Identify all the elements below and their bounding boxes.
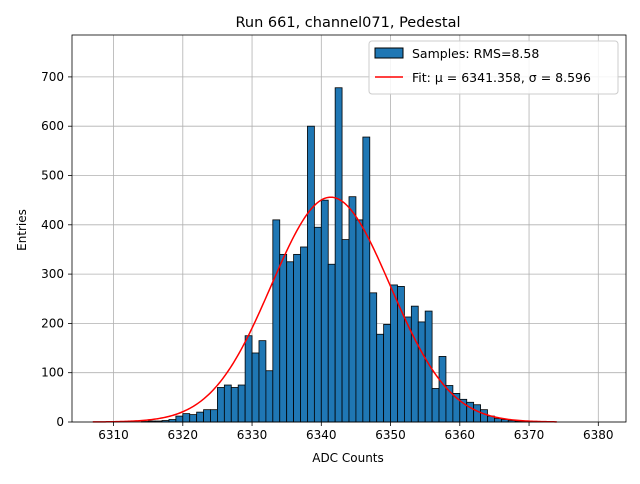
y-tick-label: 200 [41, 316, 64, 330]
histogram-bar [307, 126, 314, 422]
histogram-bar [384, 324, 391, 422]
histogram-bar [335, 88, 342, 422]
y-tick-label: 700 [41, 70, 64, 84]
x-tick-label: 6340 [306, 428, 337, 442]
histogram-bar [204, 410, 211, 422]
x-tick-label: 6360 [445, 428, 476, 442]
histogram-bar [259, 341, 266, 422]
histogram-bar [432, 388, 439, 422]
chart-title: Run 661, channel071, Pedestal [235, 15, 460, 31]
legend: Samples: RMS=8.58 Fit: μ = 6341.358, σ =… [369, 41, 618, 94]
y-tick-label: 600 [41, 119, 64, 133]
histogram-bar [418, 322, 425, 422]
histogram-bar [266, 371, 273, 422]
histogram-bar [190, 415, 197, 422]
x-axis-label: ADC Counts [312, 451, 384, 465]
x-tick-label: 6380 [583, 428, 614, 442]
histogram-bar [294, 254, 301, 422]
x-tick-label: 6370 [514, 428, 545, 442]
x-tick-label: 6320 [168, 428, 199, 442]
x-tick-label: 6330 [237, 428, 268, 442]
y-tick-label: 500 [41, 169, 64, 183]
y-tick-label: 100 [41, 366, 64, 380]
histogram-bar [231, 387, 238, 422]
histogram-bar [391, 285, 398, 422]
histogram-bar [342, 240, 349, 422]
histogram-bar [238, 385, 245, 422]
x-axis-ticks: 6310 6320 6330 6340 6350 6360 6370 6380 [98, 422, 613, 442]
histogram-bar [321, 200, 328, 422]
histogram-bar [439, 356, 446, 422]
histogram-bars [141, 88, 543, 422]
histogram-bar [467, 402, 474, 422]
histogram-bar [176, 416, 183, 422]
histogram-bar [404, 317, 411, 422]
y-tick-label: 0 [56, 415, 64, 429]
histogram-bar [280, 254, 287, 422]
histogram-bar [252, 353, 259, 422]
histogram-bar [349, 197, 356, 422]
x-tick-label: 6310 [98, 428, 129, 442]
legend-label-fit: Fit: μ = 6341.358, σ = 8.596 [412, 70, 591, 85]
histogram-bar [217, 387, 224, 422]
histogram-bar [314, 227, 321, 422]
histogram-bar [328, 264, 335, 422]
histogram-bar [211, 410, 218, 422]
histogram-bar [245, 336, 252, 422]
histogram-bar [183, 414, 190, 422]
y-tick-label: 300 [41, 267, 64, 281]
histogram-bar [481, 410, 488, 422]
histogram-bar [363, 137, 370, 422]
legend-label-samples: Samples: RMS=8.58 [412, 46, 539, 61]
histogram-bar [411, 306, 418, 422]
histogram-bar [224, 385, 231, 422]
histogram-bar [377, 334, 384, 422]
histogram-bar [494, 419, 501, 422]
histogram-bar [273, 220, 280, 422]
histogram-bar [397, 286, 404, 422]
y-axis-label: Entries [15, 209, 29, 251]
y-tick-label: 400 [41, 218, 64, 232]
x-tick-label: 6350 [375, 428, 406, 442]
histogram-bar [474, 405, 481, 422]
histogram-bar [370, 293, 377, 422]
y-axis-ticks: 0 100 200 300 400 500 600 700 [41, 70, 72, 429]
histogram-bar [287, 262, 294, 422]
histogram-bar [356, 220, 363, 422]
histogram-bar [197, 412, 204, 422]
histogram-bar [301, 247, 308, 422]
legend-swatch-samples [375, 48, 403, 58]
